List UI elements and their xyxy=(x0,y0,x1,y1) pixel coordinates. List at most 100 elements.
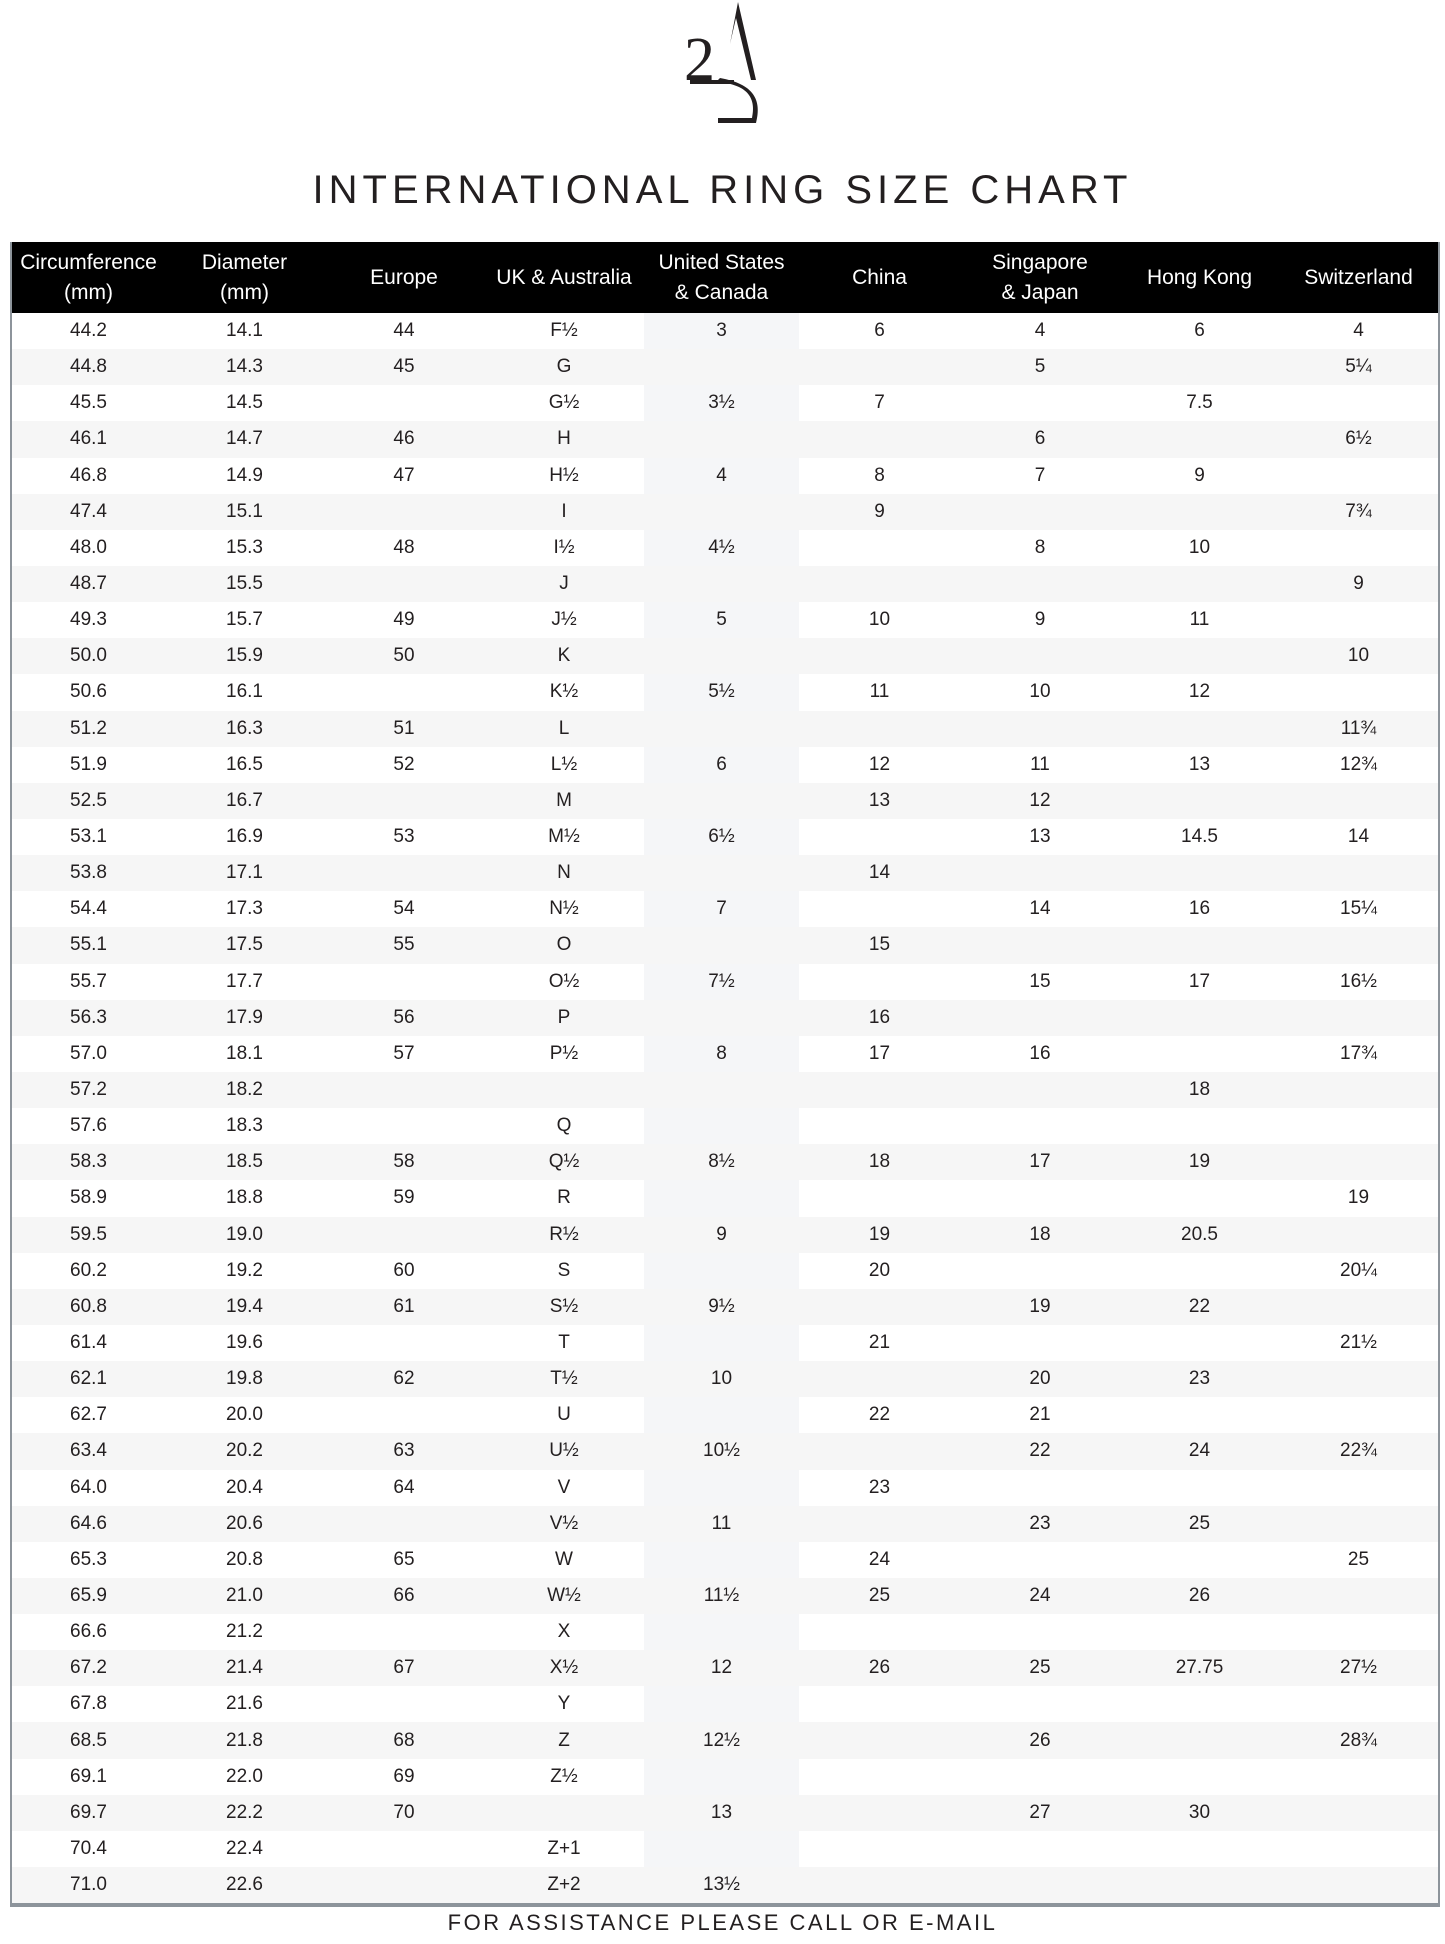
cell-uk-australia: J½ xyxy=(551,609,577,631)
cell-diameter: 15.3 xyxy=(226,536,263,558)
cell-uk-australia: W½ xyxy=(547,1584,581,1606)
header-line: & Canada xyxy=(674,280,769,304)
cell-uk-australia: X½ xyxy=(549,1657,579,1679)
table-row: 52.5 16.7 M 13 12 xyxy=(12,782,1438,819)
cell-hong-kong: 30 xyxy=(1188,1801,1211,1823)
page-title: INTERNATIONAL RING SIZE CHART xyxy=(312,168,1133,212)
cell-diameter: 15.5 xyxy=(226,573,263,595)
cell-diameter: 16.1 xyxy=(226,681,263,703)
cell-us-canada: 7 xyxy=(716,898,727,920)
cell-uk-australia: N xyxy=(557,862,571,884)
cell-circumference: 49.3 xyxy=(70,609,107,631)
cell-uk-australia: S xyxy=(557,1259,571,1281)
cell-singapore-japan: 19 xyxy=(1029,1295,1051,1317)
cell-hong-kong: 27.75 xyxy=(1175,1657,1224,1679)
table-row: 59.5 19.0 R½ 9 19 18 20.5 xyxy=(12,1216,1438,1253)
cell-uk-australia: X xyxy=(557,1621,571,1643)
table-row: 60.8 19.4 61 S½ 9½ 19 22 xyxy=(12,1288,1438,1325)
cell-china: 8 xyxy=(874,464,885,486)
header-europe: Europe xyxy=(324,263,484,293)
table-row: 60.2 19.2 60 S 20 20¼ xyxy=(12,1253,1438,1289)
cell-hong-kong: 18 xyxy=(1188,1079,1211,1101)
cell-diameter: 21.2 xyxy=(226,1621,263,1643)
cell-hong-kong: 9 xyxy=(1194,464,1205,486)
cell-us-canada: 3 xyxy=(716,320,727,342)
cell-china: 20 xyxy=(868,1259,891,1281)
cell-uk-australia: F½ xyxy=(550,320,578,342)
table-row: 57.0 18.1 57 P½ 8 17 16 17¾ xyxy=(12,1036,1438,1072)
table-row: 58.3 18.5 58 Q½ 8½ 18 17 19 xyxy=(12,1144,1438,1181)
cell-singapore-japan: 9 xyxy=(1034,609,1046,631)
cell-diameter: 17.5 xyxy=(226,934,263,956)
cell-switzerland: 14 xyxy=(1347,826,1370,848)
cell-diameter: 18.5 xyxy=(226,1151,263,1173)
table-row: 64.6 20.6 V½ 11 23 25 xyxy=(12,1505,1438,1542)
cell-circumference: 66.6 xyxy=(70,1621,107,1643)
cell-singapore-japan: 6 xyxy=(1034,428,1046,450)
cell-circumference: 55.1 xyxy=(70,934,107,956)
cell-hong-kong: 20.5 xyxy=(1181,1223,1218,1245)
cell-europe: 59 xyxy=(393,1187,415,1209)
cell-europe: 55 xyxy=(393,934,415,956)
cell-china: 14 xyxy=(868,862,891,884)
header-line: & Japan xyxy=(1001,280,1079,304)
cell-switzerland: 17¾ xyxy=(1340,1042,1377,1064)
cell-diameter: 17.7 xyxy=(226,970,263,992)
cell-switzerland: 28¾ xyxy=(1340,1729,1377,1751)
cell-singapore-japan: 13 xyxy=(1029,826,1051,848)
cell-us-canada: 11½ xyxy=(703,1584,740,1606)
cell-hong-kong: 11 xyxy=(1189,609,1210,631)
table-row: 57.6 18.3 Q xyxy=(12,1108,1438,1144)
cell-uk-australia: V xyxy=(557,1476,571,1498)
cell-hong-kong: 16 xyxy=(1188,898,1211,920)
table-row: 53.1 16.9 53 M½ 6½ 13 14.5 14 xyxy=(12,819,1438,855)
cell-switzerland: 21½ xyxy=(1340,1332,1377,1353)
cell-circumference: 51.2 xyxy=(70,717,107,739)
header-hong-kong: Hong Kong xyxy=(1120,263,1279,293)
cell-hong-kong: 10 xyxy=(1188,536,1211,558)
table-row: 46.1 14.7 46 H 6 6½ xyxy=(12,421,1438,458)
cell-singapore-japan: 22 xyxy=(1029,1440,1051,1462)
cell-circumference: 55.7 xyxy=(70,970,107,992)
cell-europe: 46 xyxy=(393,428,415,450)
cell-hong-kong: 14.5 xyxy=(1181,826,1218,848)
cell-uk-australia: K xyxy=(557,645,571,667)
cell-diameter: 22.0 xyxy=(226,1765,263,1787)
cell-china: 16 xyxy=(868,1006,891,1028)
cell-singapore-japan: 16 xyxy=(1029,1042,1051,1064)
cell-circumference: 57.2 xyxy=(70,1079,107,1101)
table-row: 55.7 17.7 O½ 7½ 15 17 16½ xyxy=(12,964,1438,1000)
header-china: China xyxy=(799,263,960,293)
table-row: 54.4 17.3 54 N½ 7 14 16 15¼ xyxy=(12,891,1438,927)
cell-china: 26 xyxy=(868,1657,891,1679)
cell-singapore-japan: 21 xyxy=(1029,1404,1051,1426)
cell-uk-australia: M xyxy=(556,789,572,811)
cell-diameter: 22.4 xyxy=(226,1837,263,1859)
cell-singapore-japan: 11 xyxy=(1030,753,1050,775)
cell-diameter: 19.2 xyxy=(226,1259,263,1281)
cell-uk-australia: I½ xyxy=(553,536,575,558)
cell-switzerland: 6½ xyxy=(1345,428,1372,450)
cell-diameter: 20.8 xyxy=(226,1548,263,1570)
cell-switzerland: 15¼ xyxy=(1340,898,1377,920)
table-row: 68.5 21.8 68 Z 12½ 26 28¾ xyxy=(12,1722,1438,1759)
cell-europe: 52 xyxy=(393,753,415,775)
cell-diameter: 19.0 xyxy=(226,1223,263,1245)
cell-singapore-japan: 27 xyxy=(1029,1801,1051,1823)
cell-china: 23 xyxy=(868,1476,891,1498)
cell-uk-australia: Z+2 xyxy=(547,1874,581,1896)
cell-circumference: 46.1 xyxy=(70,428,107,450)
brand-logo: 2 xyxy=(684,2,758,123)
cell-europe: 60 xyxy=(393,1259,415,1281)
cell-china: 11 xyxy=(869,681,890,703)
cell-uk-australia: U½ xyxy=(549,1440,579,1462)
cell-singapore-japan: 12 xyxy=(1029,789,1051,811)
cell-circumference: 54.4 xyxy=(70,898,107,920)
cell-us-canada: 13 xyxy=(710,1801,733,1823)
cell-singapore-japan: 15 xyxy=(1029,970,1051,992)
footer-note: FOR ASSISTANCE PLEASE CALL OR E-MAIL xyxy=(447,1910,998,1935)
cell-switzerland: 7¾ xyxy=(1345,500,1372,522)
cell-hong-kong: 13 xyxy=(1188,753,1211,775)
cell-circumference: 47.4 xyxy=(70,500,107,522)
cell-us-canada: 9½ xyxy=(708,1295,735,1317)
